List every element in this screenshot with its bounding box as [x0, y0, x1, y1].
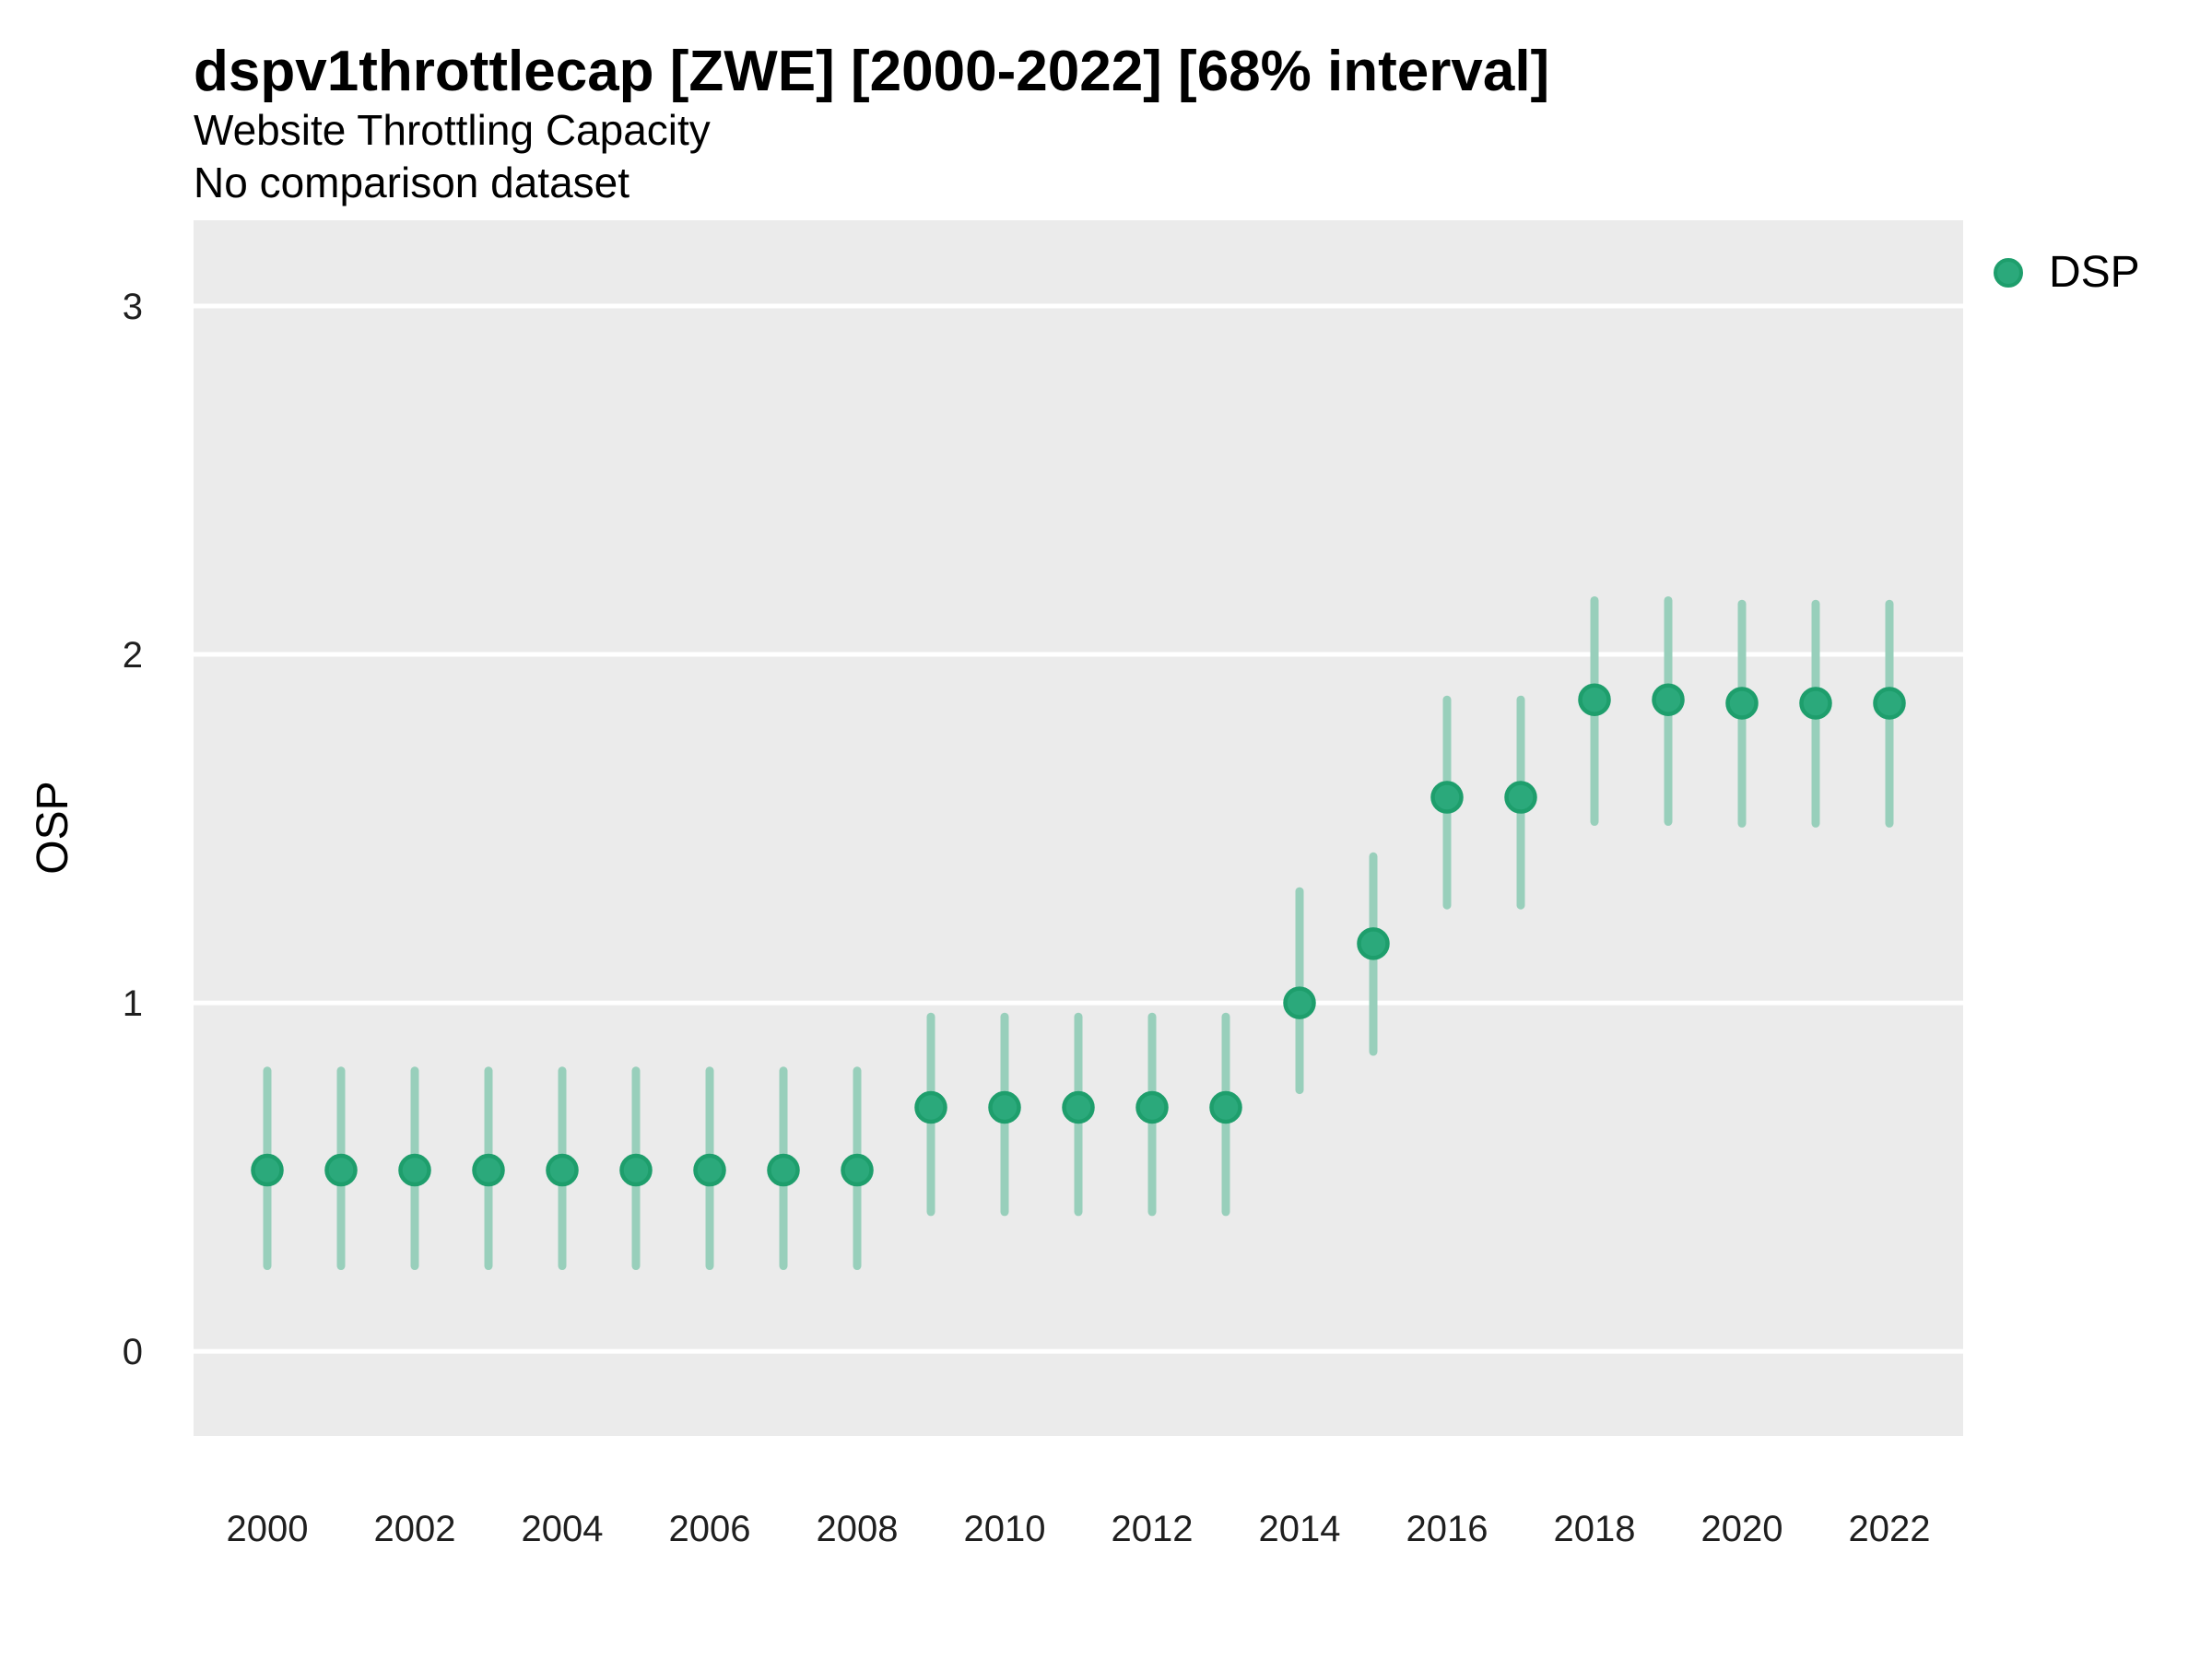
data-point-2022	[1873, 687, 1906, 720]
chart-subtitle: Website Throttling Capacity	[194, 106, 711, 154]
data-point-2009	[914, 1090, 947, 1124]
x-tick-label: 2012	[1112, 1509, 1194, 1549]
data-point-2019	[1652, 683, 1685, 716]
x-tick-label: 2000	[227, 1509, 309, 1549]
data-point-2007	[767, 1153, 800, 1187]
y-axis-title: OSP	[29, 781, 77, 875]
x-tick-label: 2002	[374, 1509, 456, 1549]
data-point-2017	[1504, 781, 1537, 814]
data-point-2021	[1799, 687, 1832, 720]
x-tick-label: 2006	[669, 1509, 751, 1549]
x-tick-label: 2022	[1849, 1509, 1931, 1549]
data-point-2004	[546, 1153, 579, 1187]
x-tick-label: 2010	[964, 1509, 1046, 1549]
data-point-2015	[1357, 927, 1390, 960]
y-tick-label: 3	[123, 287, 143, 327]
x-tick-label: 2014	[1259, 1509, 1341, 1549]
legend-label: DSP	[2049, 248, 2140, 297]
legend-point-icon	[1994, 258, 2023, 288]
y-tick-label: 1	[123, 983, 143, 1024]
data-point-2018	[1578, 683, 1611, 716]
data-point-2012	[1135, 1090, 1169, 1124]
x-tick-label: 2018	[1554, 1509, 1636, 1549]
data-point-2006	[693, 1153, 726, 1187]
chart-note: No comparison dataset	[194, 159, 630, 206]
y-tick-label: 2	[123, 635, 143, 676]
data-point-2002	[398, 1153, 431, 1187]
x-tick-label: 2004	[522, 1509, 604, 1549]
plot-panel	[194, 220, 1963, 1436]
y-tick-label: 0	[123, 1332, 143, 1372]
data-point-2010	[988, 1090, 1021, 1124]
data-point-2000	[251, 1153, 284, 1187]
data-point-2003	[472, 1153, 505, 1187]
data-point-2013	[1209, 1090, 1242, 1124]
legend: DSP	[1994, 251, 2140, 295]
x-tick-label: 2020	[1701, 1509, 1783, 1549]
data-point-2005	[619, 1153, 653, 1187]
data-point-2014	[1283, 986, 1316, 1019]
data-point-2001	[324, 1153, 358, 1187]
x-tick-label: 2008	[817, 1509, 899, 1549]
data-point-2016	[1430, 781, 1464, 814]
data-point-2008	[841, 1153, 874, 1187]
data-point-2020	[1725, 687, 1759, 720]
chart-title: dspv1throttlecap [ZWE] [2000-2022] [68% …	[194, 40, 1550, 103]
x-tick-label: 2016	[1406, 1509, 1488, 1549]
data-point-2011	[1062, 1090, 1095, 1124]
